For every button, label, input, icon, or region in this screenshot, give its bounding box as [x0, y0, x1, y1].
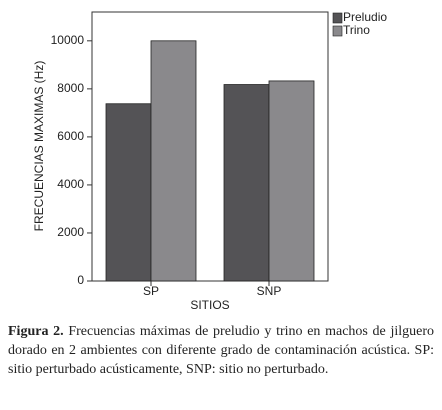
caption-label: Figura 2. — [8, 324, 64, 339]
y-tick-label: 8000 — [57, 81, 84, 95]
legend-label: Preludio — [343, 10, 387, 24]
x-tick-label: SP — [143, 284, 159, 298]
chart: FRECUENCIAS MAXIMAS (Hz) SITIOS 0 2000 400… — [32, 10, 387, 312]
bar — [268, 80, 315, 282]
legend-swatch — [332, 25, 343, 37]
y-tick-label: 4000 — [57, 177, 84, 191]
y-tick-label: 0 — [77, 273, 84, 287]
bar — [105, 103, 152, 282]
caption: Figura 2. Frecuencias máximas de preludi… — [8, 322, 434, 379]
x-axis-label: SITIOS — [190, 298, 229, 312]
y-tick-label: 6000 — [57, 129, 84, 143]
bar — [150, 40, 197, 282]
caption-text: Frecuencias máximas de preludio y trino … — [8, 324, 435, 377]
y-tick-label: 10000 — [51, 33, 85, 47]
legend-swatch — [332, 12, 343, 24]
legend-label: Trino — [343, 23, 370, 37]
y-axis-label: FRECUENCIAS MAXIMAS (Hz) — [32, 61, 46, 232]
y-tick-label: 2000 — [57, 225, 84, 239]
bar — [223, 84, 270, 282]
x-tick-label: SNP — [257, 284, 282, 298]
